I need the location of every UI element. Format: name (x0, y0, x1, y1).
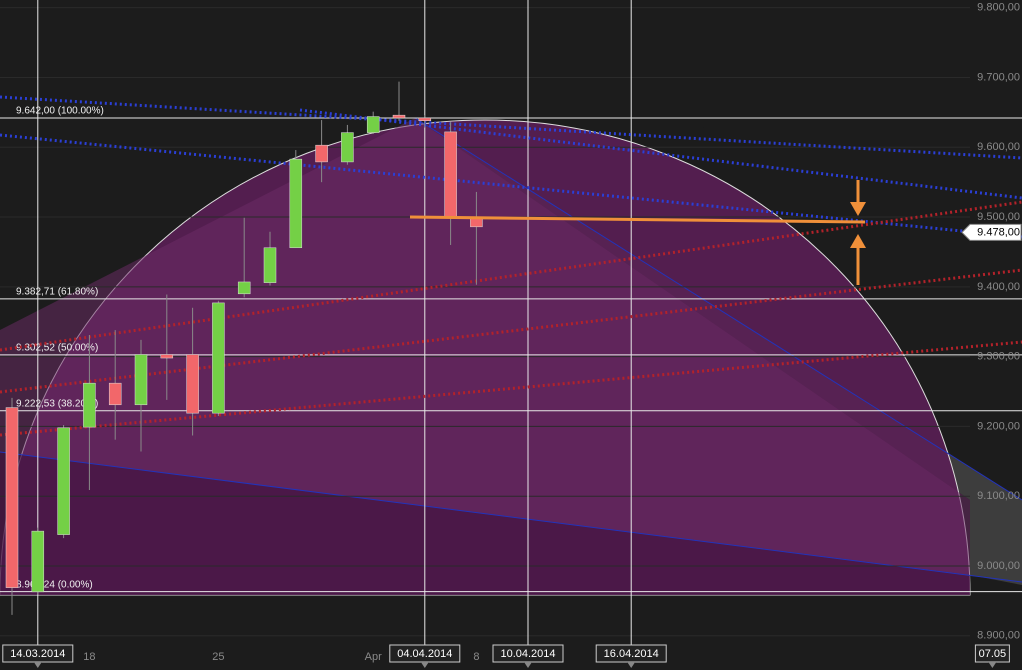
blue-dotted (299, 108, 1022, 200)
candles (5, 81, 483, 615)
y-tick-label: 9.400,00 (977, 281, 1020, 293)
x-tick-label: 10.04.2014 (500, 648, 555, 660)
candle-body (5, 407, 19, 588)
x-tick-label: 07.05 (979, 648, 1007, 660)
dotted-lines (0, 95, 1022, 437)
y-tick-label: 9.600,00 (977, 141, 1020, 153)
candle-body (186, 354, 199, 414)
x-label-pointer (524, 662, 532, 668)
candle-body (31, 530, 45, 593)
arrow-up-head (850, 234, 866, 248)
candle-body (108, 382, 122, 406)
candle-body (315, 144, 328, 163)
arrow-down-head (850, 202, 866, 216)
y-tick-label: 9.700,00 (977, 71, 1020, 83)
candle-body (392, 114, 406, 119)
x-tick-label: 18 (83, 651, 95, 663)
candle-body (57, 427, 70, 535)
fib-label: 9.302,52 (50.00%) (16, 343, 98, 354)
candle-body (83, 382, 96, 428)
y-tick-label: 9.500,00 (977, 211, 1020, 223)
y-tick-label: 9.300,00 (977, 351, 1020, 363)
y-tick-label: 8.900,00 (977, 630, 1020, 642)
candle-body (289, 158, 303, 249)
y-tick-label: 9.800,00 (977, 2, 1020, 14)
x-tick-label: Apr (365, 651, 382, 663)
candle-body (212, 302, 225, 414)
blue-dotted (0, 133, 1022, 239)
last-price-label: 9.478,00 (977, 226, 1020, 238)
fib-label: 9.382,71 (61.80%) (16, 287, 98, 298)
fib-label: 8.963,24 (0.00%) (16, 579, 93, 590)
y-tick-label: 9.000,00 (977, 560, 1020, 572)
x-label-pointer (627, 662, 636, 668)
blue-dotted (0, 95, 1022, 160)
candle-body (237, 281, 251, 295)
x-tick-label: 25 (212, 651, 224, 663)
candle-body (134, 354, 148, 406)
red-dotted (0, 200, 1022, 352)
red-dotted (0, 340, 1022, 437)
candle-body (263, 247, 277, 283)
candle-body (418, 117, 432, 121)
red-dotted (0, 268, 1022, 394)
arc-mid (0, 118, 970, 575)
x-label-pointer (33, 662, 42, 668)
fib-label: 9.222,53 (38.20%) (16, 398, 98, 409)
x-tick-label: 8 (473, 651, 479, 663)
candle-body (341, 132, 354, 163)
trend-line (0, 451, 1022, 583)
y-tick-label: 9.100,00 (977, 490, 1020, 502)
arc-lower (0, 452, 970, 595)
candle-body (444, 131, 457, 218)
x-tick-label: 04.04.2014 (397, 648, 452, 660)
trend-line (414, 117, 1022, 501)
y-tick-label: 9.200,00 (977, 420, 1020, 432)
fib-label: 9.642,00 (100.00%) (16, 106, 104, 117)
arrows (850, 180, 866, 285)
x-tick-label: 14.03.2014 (10, 648, 65, 660)
orange-line (409, 215, 866, 224)
x-tick-label: 16.04.2014 (604, 648, 659, 660)
candle-body (160, 354, 174, 359)
x-label-pointer (420, 662, 429, 668)
last-price-box (961, 223, 1022, 241)
candle-body (366, 116, 380, 133)
x-label-pointer (988, 662, 997, 668)
